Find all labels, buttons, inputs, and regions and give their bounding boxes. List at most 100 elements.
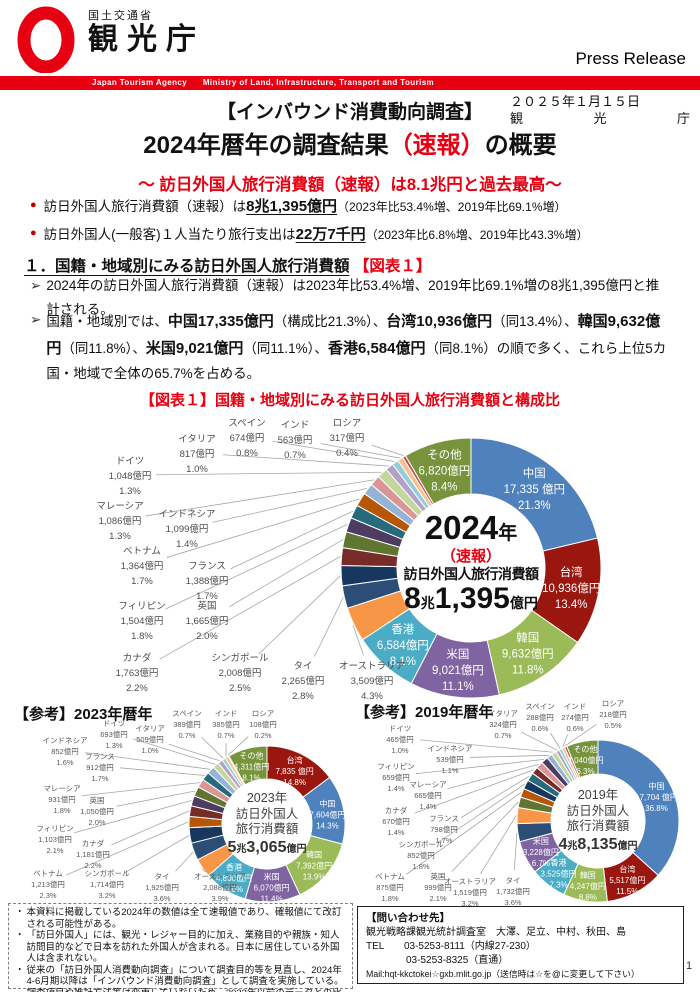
donut-chart-2019: 中国 17,704 億円 36.8% 台湾 5,517億円 11.5%韓国 4,247億円 8… bbox=[375, 700, 680, 908]
leader-line-マレーシア bbox=[447, 763, 539, 790]
slice-label-フィリピン: フィリピン 659億円 1.4% bbox=[377, 762, 414, 793]
slice-label-ドイツ: ドイツ 1,048億円 1.3% bbox=[109, 456, 152, 497]
contact-mail: Mail:hqt-kkctokei☆gxb.mlit.go.jp（送信時は☆を@… bbox=[366, 968, 640, 979]
slice-label-フランス: フランス 798億円 1.7% bbox=[429, 814, 459, 845]
arrow-bullet-icon: ➢ bbox=[30, 312, 42, 327]
slice-label-英国: 英国 999億円 2.1% bbox=[424, 871, 452, 903]
donut-chart-2023: 台湾 7,835 億円 14.8% 中国 7,604億円 14.3% 韓国 7,392億円 13… bbox=[31, 709, 346, 903]
slice-label-米国: 米国 9,021億円 11.1% bbox=[432, 648, 484, 693]
bullet-dot-icon: ● bbox=[30, 199, 37, 211]
center-total-amount: 5兆3,065億円 bbox=[227, 838, 307, 856]
slice-label-インド: インド 274億円 0.6% bbox=[561, 702, 589, 733]
slice-label-フィリピン: フィリピン 1,504億円 1.8% bbox=[118, 601, 165, 642]
slice-label-フランス: フランス 912億円 1.7% bbox=[85, 752, 115, 783]
slice-label-スペイン: スペイン 674億円 0.8% bbox=[228, 418, 265, 459]
leader-line-ドイツ bbox=[419, 739, 554, 753]
key-points: ● 訪日外国人旅行消費額（速報）は8兆1,395億円（2023年比53.4%増、… bbox=[30, 196, 690, 252]
section1-heading: １．国籍・地域別にみる訪日外国人旅行消費額 【図表１】 bbox=[24, 258, 432, 275]
slice-label-マレーシア: マレーシア 931億円 1.8% bbox=[43, 784, 80, 815]
slice-label-オーストラリア: オーストラリア 1,519億円 3.2% bbox=[444, 877, 496, 908]
leader-line-インド bbox=[320, 443, 400, 459]
slice-その他 bbox=[404, 437, 472, 505]
slice-label-スペイン: スペイン 288億円 0.6% bbox=[525, 702, 554, 733]
slice-label-ドイツ: ドイツ 465億円 1.0% bbox=[386, 724, 414, 755]
slice-label-フランス: フランス 1,388億円 1.7% bbox=[186, 561, 229, 602]
leader-line-インドネシア bbox=[469, 754, 549, 758]
leader-line-イタリア bbox=[520, 731, 558, 751]
slice-label-ロシア: ロシア 218億円 0.5% bbox=[599, 700, 627, 730]
donut-2019-center-label: 2019年 訪日外国人 旅行消費額 4兆8,135億円 bbox=[543, 788, 653, 855]
footnotes-box: ・ 本資料に掲載している2024年の数値は全て速報値であり、確報値にて改訂される… bbox=[8, 903, 353, 992]
leader-line-英国 bbox=[116, 790, 196, 807]
slice-label-ベトナム: ベトナム 875億円 1.8% bbox=[375, 872, 405, 903]
leader-line-ベトナム bbox=[406, 792, 522, 875]
logo-text: 国土交通省 観光庁 bbox=[88, 5, 205, 56]
slice-中国 bbox=[470, 437, 599, 552]
center-caption: 訪日外国人旅行消費額 bbox=[403, 566, 540, 583]
slice-label-台湾: 台湾 10,936億円 13.4% bbox=[542, 565, 600, 611]
ref-2023-heading: 【参考】2023年暦年 bbox=[14, 706, 153, 723]
leader-line-イタリア bbox=[168, 743, 220, 762]
survey-name-title: 【インバウンド消費動向調査】 bbox=[216, 102, 483, 123]
slice-その他 bbox=[228, 745, 268, 786]
leader-line-オーストラリア bbox=[480, 815, 517, 875]
slice-label-英国: 英国 1,665億円 2.0% bbox=[186, 600, 229, 642]
leader-line-タイ bbox=[175, 851, 194, 872]
leader-line-フランス bbox=[119, 767, 205, 776]
bullet-dot-icon: ● bbox=[30, 227, 37, 239]
slice-label-イタリア: イタリア 509億円 1.0% bbox=[135, 724, 165, 755]
slice-label-シンガポール: シンガポール 852億円 1.8% bbox=[399, 839, 444, 871]
leader-line-インド bbox=[562, 734, 569, 748]
arrow-bullet-icon: ➢ bbox=[30, 278, 42, 293]
slice-label-ロシア: ロシア 317億円 0.4% bbox=[330, 418, 365, 459]
page-title: 2024年暦年の調査結果（速報）の概要 bbox=[143, 132, 557, 159]
center-caption-line1: 訪日外国人 bbox=[566, 803, 630, 818]
donut-2024-center-label: 2024年 （速報） 訪日外国人旅行消費額 8兆1,395億円 bbox=[396, 509, 546, 617]
leader-line-タイ bbox=[314, 597, 344, 657]
leader-line-インドネシア bbox=[212, 487, 368, 523]
slice-label-スペイン: スペイン 389億円 0.7% bbox=[172, 709, 201, 740]
leader-line-ベトナム bbox=[66, 821, 189, 876]
center-caption-line2: 旅行消費額 bbox=[566, 819, 630, 834]
center-year: 2024年 bbox=[424, 509, 518, 546]
leader-line-マレーシア bbox=[145, 479, 375, 517]
slice-label-カナダ: カナダ 1,181億円 2.2% bbox=[76, 838, 110, 870]
page-number: 1 bbox=[686, 960, 693, 972]
slice-label-中国: 中国 17,704 億円 36.8% bbox=[635, 781, 678, 813]
center-flash-note: （速報） bbox=[440, 547, 501, 565]
slice-label-米国: 米国 3,228億円 6.7% bbox=[523, 836, 559, 868]
footnote-1: ・ 本資料に掲載している2024年の数値は全て速報値であり、確報値にて改訂される… bbox=[15, 907, 342, 930]
slice-label-インドネシア: インドネシア 852億円 1.6% bbox=[43, 736, 88, 767]
slice-label-米国: 米国 6,070億円 11.4% bbox=[254, 871, 290, 903]
slice-label-カナダ: カナダ 1,763億円 2.2% bbox=[116, 652, 159, 694]
contact-department: 観光戦略課観光統計調査室 大澤、足立、中村、秋田、島 bbox=[366, 926, 626, 938]
slice-label-シンガポール: シンガポール 2,008億円 2.5% bbox=[211, 653, 269, 694]
leader-line-スペイン bbox=[201, 736, 224, 759]
slice-label-ドイツ: ドイツ 693億円 1.3% bbox=[100, 719, 128, 750]
jta-logo-mark-icon bbox=[17, 6, 75, 73]
slice-その他 bbox=[566, 739, 599, 779]
slice-label-香港: 香港 4,800億円 9.0% bbox=[216, 862, 252, 894]
slice-label-ベトナム: ベトナム 1,364億円 1.7% bbox=[121, 546, 164, 587]
donut-chart-2024: 中国 17,335 億円 21.3% 台湾 10,936億円 13.4% 韓国 9,632億円… bbox=[96, 418, 602, 702]
leader-line-ロシア bbox=[565, 724, 597, 747]
slice-label-香港: 香港 3,525億円 7.3% bbox=[541, 857, 577, 889]
slice-label-香港: 香港 6,584億円 8.1% bbox=[377, 623, 429, 668]
leader-line-オーストラリア bbox=[352, 624, 364, 656]
slice-label-韓国: 韓国 7,392億円 13.9% bbox=[296, 850, 332, 882]
slice-label-オーストラリア: オーストラリア 2,088億円 3.9% bbox=[194, 872, 246, 903]
slice-label-タイ: タイ 2,265億円 2.8% bbox=[282, 661, 325, 702]
leader-line-フランス bbox=[460, 775, 530, 818]
leader-line-ロシア bbox=[371, 444, 404, 457]
leader-line-英国 bbox=[451, 801, 519, 872]
slice-label-インドネシア: インドネシア 539億円 1.1% bbox=[428, 744, 473, 775]
ministry-name: 国土交通省 bbox=[88, 10, 153, 22]
date-agency: 観 光 庁 bbox=[510, 110, 690, 126]
jta-logo: 国土交通省 観光庁 bbox=[16, 5, 205, 73]
slice-label-オーストラリア: オーストラリア 3,509億円 4.3% bbox=[339, 661, 405, 702]
leader-line-シンガポール bbox=[258, 575, 341, 655]
leader-line-オーストラリア bbox=[201, 868, 206, 873]
leader-line-イタリア bbox=[222, 454, 389, 467]
slice-label-インドネシア: インドネシア 1,099億円 1.4% bbox=[158, 509, 215, 550]
